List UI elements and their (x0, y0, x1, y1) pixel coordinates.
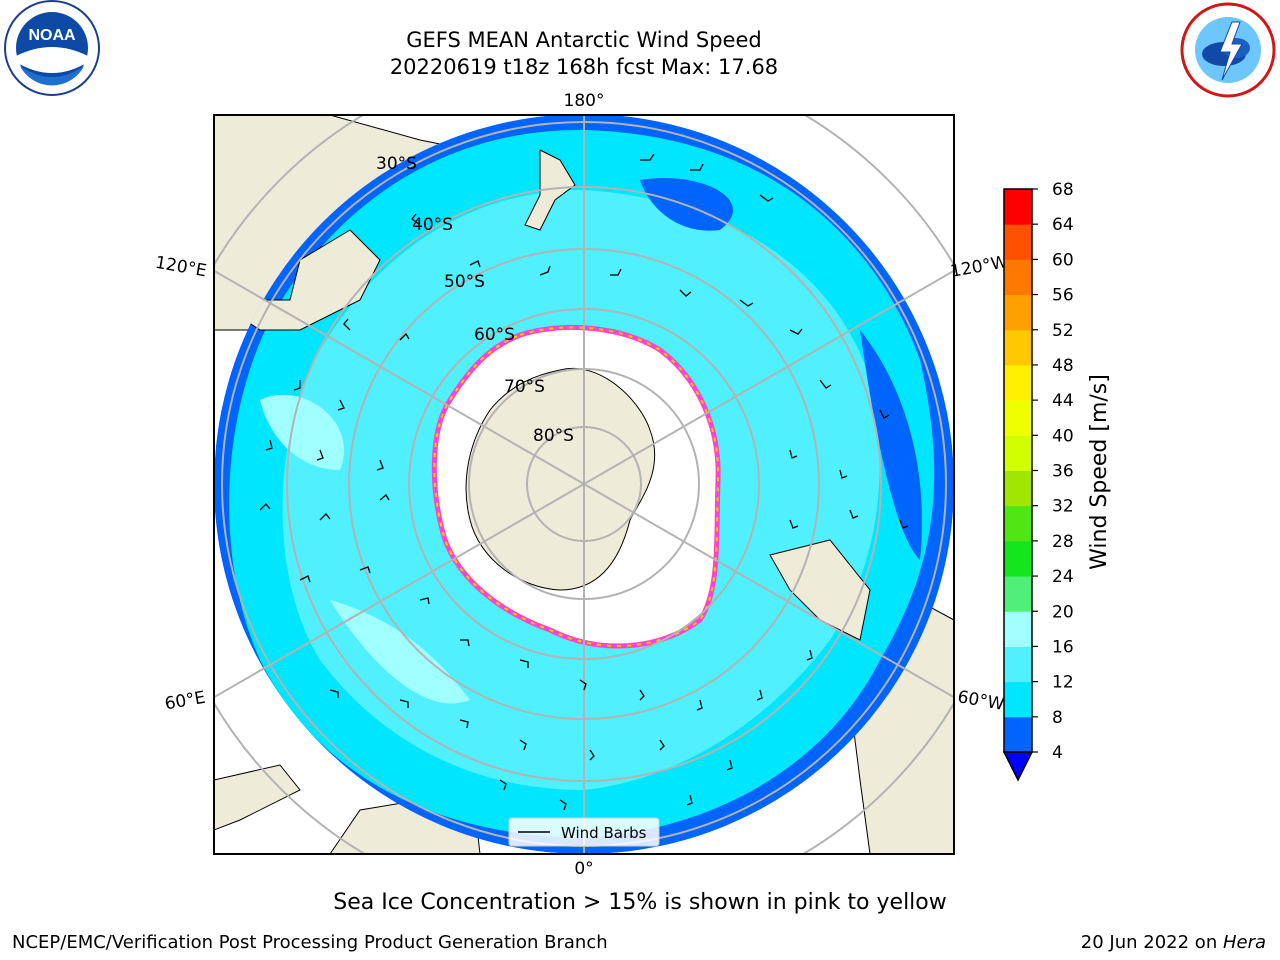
colorbar-segment (1004, 189, 1032, 225)
colorbar-tick-label: 36 (1052, 462, 1074, 482)
colorbar-segment (1004, 224, 1032, 260)
map-area: 30°S 40°S 50°S 60°S 70°S 80°S Wind Barbs (214, 115, 954, 854)
colorbar-segment (1004, 435, 1032, 471)
colorbar-tick-label: 40 (1052, 426, 1074, 446)
lon-label-0: 0° (574, 859, 593, 879)
chart-subtitle: 20220619 t18z 168h fcst Max: 17.68 (389, 55, 779, 79)
colorbar-tick-label: 16 (1052, 637, 1074, 657)
colorbar-tick-label: 60 (1052, 250, 1074, 270)
colorbar-tick-label: 64 (1052, 215, 1074, 235)
lat-label-50s: 50°S (444, 272, 485, 292)
colorbar-segment (1004, 329, 1032, 366)
colorbar-tick-label: 4 (1052, 743, 1063, 763)
colorbar-tick-label: 48 (1052, 356, 1074, 376)
colorbar-tick-label: 24 (1052, 567, 1074, 587)
lat-label-70s: 70°S (504, 377, 545, 397)
lat-label-40s: 40°S (412, 215, 453, 235)
colorbar-frame (1003, 188, 1033, 753)
colorbar-segment (1004, 646, 1032, 683)
colorbar-tick-label: 56 (1052, 286, 1074, 306)
lon-label-60e: 60°E (163, 688, 207, 715)
colorbar-segment (1004, 716, 1032, 753)
colorbar-segments (1004, 189, 1032, 753)
chart-title: GEFS MEAN Antarctic Wind Speed (406, 28, 762, 52)
colorbar-label: Wind Speed [m/s] (1087, 374, 1112, 570)
colorbar-tick-label: 12 (1052, 673, 1074, 693)
lon-label-120e: 120°E (154, 253, 208, 282)
colorbar-extend-arrow (1002, 751, 1034, 782)
map-legend: Wind Barbs (508, 817, 660, 847)
nws-logo (1180, 2, 1276, 98)
antarctica-land (465, 368, 656, 591)
lon-label-180: 180° (564, 91, 605, 111)
colorbar-segment (1004, 364, 1032, 401)
lat-label-30s: 30°S (376, 154, 417, 174)
colorbar-tick-label: 68 (1052, 180, 1074, 200)
machine-name: Hera (1222, 932, 1266, 953)
lon-label-60w: 60°W (956, 687, 1006, 715)
date-line: 20 Jun 2022 on Hera (1081, 932, 1266, 953)
credit-line: NCEP/EMC/Verification Post Processing Pr… (12, 932, 608, 953)
colorbar-tick-label: 20 (1052, 602, 1074, 622)
colorbar-segment (1004, 294, 1032, 331)
colorbar-segment (1004, 470, 1032, 507)
colorbar-tick-label: 28 (1052, 532, 1074, 552)
noaa-logo: NOAA (4, 0, 100, 96)
colorbar-segment (1004, 540, 1032, 577)
noaa-logo-text: NOAA (28, 27, 76, 44)
wind-barbs (259, 153, 909, 811)
map-frame (213, 114, 955, 855)
legend-label: Wind Barbs (561, 824, 647, 842)
colorbar-segment (1004, 400, 1032, 436)
colorbar-segment (1004, 681, 1032, 718)
colorbar-tick-label: 44 (1052, 391, 1074, 411)
colorbar-segment (1004, 576, 1032, 612)
colorbar-segment (1004, 259, 1032, 296)
colorbar-tick-label: 52 (1052, 321, 1074, 341)
graticule (214, 115, 954, 854)
date-text: 20 Jun 2022 on (1080, 932, 1223, 953)
lat-label-80s: 80°S (533, 426, 574, 446)
sea-ice-note: Sea Ice Concentration > 15% is shown in … (333, 890, 947, 915)
colorbar-segment (1004, 611, 1032, 647)
lon-label-120w: 120°W (949, 252, 1010, 282)
lat-label-60s: 60°S (474, 325, 515, 345)
colorbar-tick-label: 8 (1052, 708, 1063, 728)
colorbar-segment (1004, 505, 1032, 542)
colorbar-tick-label: 32 (1052, 497, 1074, 517)
